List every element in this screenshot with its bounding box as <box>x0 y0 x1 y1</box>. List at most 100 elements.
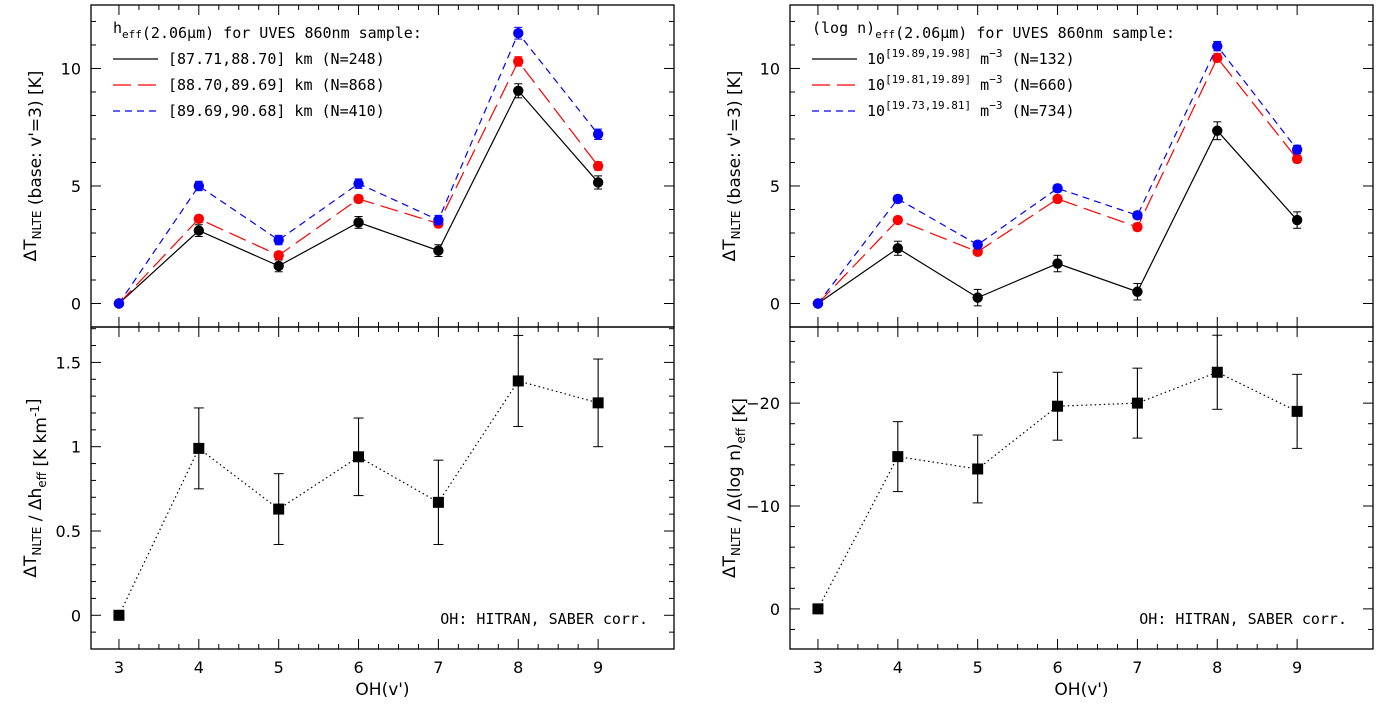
data-point <box>1052 193 1063 205</box>
y-axis-title: ΔTNLTE (base: v'=3) [K] <box>21 71 46 262</box>
data-point <box>1291 405 1303 417</box>
x-tick-label: 3 <box>114 658 124 677</box>
data-point <box>273 250 284 261</box>
data-point <box>433 245 444 256</box>
data-point <box>972 239 983 250</box>
data-point <box>353 451 365 463</box>
y-tick-label: 10 <box>760 59 780 78</box>
y-axis-title: ΔTNLTE / Δheff [K km-1] <box>21 398 51 577</box>
y-tick-label: 0 <box>71 294 81 313</box>
data-point <box>1132 286 1143 297</box>
y-tick-label: 0 <box>71 606 81 625</box>
data-point <box>1131 397 1143 409</box>
data-point <box>1212 125 1223 136</box>
data-point <box>273 234 284 246</box>
y-tick-label: 0 <box>770 600 780 619</box>
x-tick-label: 7 <box>433 658 443 677</box>
data-point <box>812 298 824 309</box>
x-tick-label: 8 <box>513 658 523 677</box>
x-tick-label: 8 <box>1212 658 1222 677</box>
data-point <box>592 160 604 172</box>
data-point <box>892 451 904 463</box>
legend-title: (log n)eff(2.06μm) for UVES 860nm sample… <box>812 19 1175 42</box>
x-tick-label: 3 <box>813 658 823 677</box>
data-point <box>812 603 824 615</box>
x-tick-label: 4 <box>893 658 903 677</box>
legend-entry: [87.71,88.70] km (N=248) <box>168 50 385 68</box>
plot-frame <box>90 326 675 650</box>
legend-entry: 10[19.89,19.98] m−3 (N=132) <box>867 47 1075 68</box>
x-axis-title: OH(v') <box>355 680 409 700</box>
legend-entry: 10[19.81,19.89] m−3 (N=660) <box>867 73 1075 94</box>
data-point <box>1291 214 1303 226</box>
data-point <box>1132 221 1143 233</box>
x-tick-label: 7 <box>1132 658 1142 677</box>
data-point <box>353 217 364 228</box>
x-tick-label: 5 <box>274 658 284 677</box>
plot-frame <box>789 326 1374 650</box>
y-axis-title: ΔTNLTE (base: v'=3) [K] <box>720 71 745 262</box>
data-point <box>513 85 524 96</box>
data-point <box>513 28 524 39</box>
y-tick-label: 0 <box>770 294 780 313</box>
data-point <box>592 129 604 140</box>
data-point <box>1212 52 1223 64</box>
data-point <box>353 193 364 205</box>
data-point <box>433 214 444 226</box>
data-point <box>193 442 205 454</box>
y-tick-label: 1.5 <box>56 353 81 372</box>
data-point <box>892 243 904 254</box>
data-point <box>273 503 285 515</box>
y-tick-label: 10 <box>61 59 81 78</box>
legend-entry: [89.69,90.68] km (N=410) <box>168 102 385 120</box>
y-tick-label: 5 <box>770 177 780 196</box>
data-point <box>113 298 125 309</box>
x-tick-label: 9 <box>593 658 603 677</box>
x-axis-title: OH(v') <box>1054 680 1108 700</box>
data-point <box>273 260 284 272</box>
data-point <box>193 180 205 192</box>
x-tick-label: 6 <box>1052 658 1062 677</box>
x-tick-label: 5 <box>973 658 983 677</box>
panel-left-top: 0 5 10 ΔTNLTE (base: v'=3) [K] heff(2.06μm) … <box>21 4 675 328</box>
series-line <box>118 380 599 616</box>
data-point <box>1052 400 1064 412</box>
y-axis-title: ΔTNLTE / Δ(log n)eff [K] <box>720 398 750 578</box>
legend-entry: 10[19.73,19.81] m−3 (N=734) <box>867 99 1075 120</box>
x-tick-label: 6 <box>353 658 363 677</box>
y-tick-label: 5 <box>71 177 81 196</box>
panel-left-bottom: 3 4 5 6 7 8 9 0 0.5 1 1.5 ΔTNLTE / Δheff [K km-1] OH… <box>21 326 675 700</box>
y-tick-label: 1 <box>71 438 81 457</box>
data-point <box>1291 144 1303 155</box>
data-point <box>113 609 125 621</box>
x-tick-label: 9 <box>1292 658 1302 677</box>
data-point <box>193 213 205 225</box>
data-point <box>892 214 904 226</box>
legend-entry: [88.70,89.69] km (N=868) <box>168 76 385 94</box>
data-point <box>972 463 984 475</box>
y-tick-label: −20 <box>746 394 780 413</box>
series-line <box>118 32 599 304</box>
data-point <box>1132 210 1143 221</box>
panel-note: OH: HITRAN, SABER corr. <box>1139 610 1347 628</box>
data-point <box>1211 366 1223 378</box>
data-point <box>1052 183 1063 194</box>
data-point <box>193 225 205 236</box>
data-point <box>512 375 524 387</box>
data-point <box>353 178 364 189</box>
y-tick-label: 0.5 <box>56 522 81 541</box>
y-tick-label: −10 <box>746 497 780 516</box>
data-point <box>1052 258 1063 269</box>
panel-note: OH: HITRAN, SABER corr. <box>440 610 648 628</box>
data-point <box>1291 153 1303 165</box>
data-point <box>972 292 983 303</box>
data-point <box>1212 40 1223 52</box>
panel-right-top: 0 5 10 ΔTNLTE (base: v'=3) [K] (log n)eff(2.… <box>720 4 1374 328</box>
data-point <box>592 177 604 188</box>
legend-title: heff(2.06μm) for UVES 860nm sample: <box>113 19 422 42</box>
data-point <box>432 496 444 508</box>
data-point <box>592 397 604 409</box>
data-point <box>513 56 524 67</box>
